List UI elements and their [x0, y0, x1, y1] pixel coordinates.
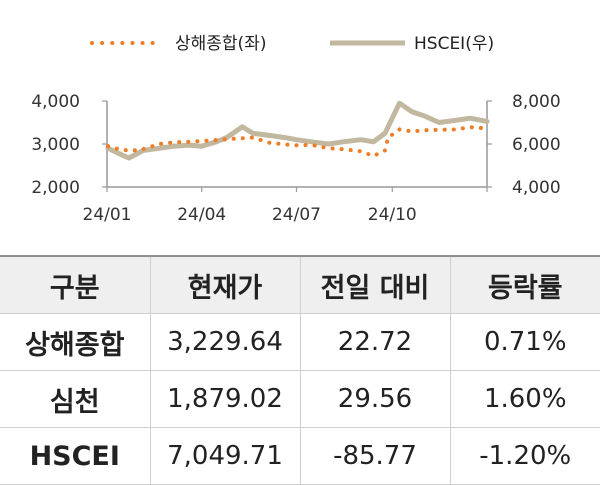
- legend-label-hscei: HSCEI(우): [414, 34, 494, 54]
- left-y-tick-label: 4,000: [31, 92, 80, 112]
- x-tick-label: 24/01: [83, 205, 132, 225]
- row-rate: 0.71%: [449, 313, 600, 371]
- row-name: HSCEI: [0, 427, 150, 485]
- index-table-container: 구분 현재가 전일 대비 등락률 상해종합 3,229.64 22.72 0.7…: [0, 255, 600, 485]
- table-header-row: 구분 현재가 전일 대비 등락률: [0, 255, 600, 314]
- x-tick-label: 24/07: [272, 205, 321, 225]
- header-change: 전일 대비: [299, 255, 450, 314]
- row-change: 29.56: [299, 370, 450, 428]
- x-tick-label: 24/10: [368, 205, 417, 225]
- chart-canvas: 4,000 3,000 2,000 8,000 6,000 4,000 24/01 24/04…: [31, 34, 561, 225]
- x-tick-label: 24/04: [177, 205, 226, 225]
- series-line-shanghai: [106, 125, 489, 159]
- row-rate: 1.60%: [449, 370, 600, 428]
- row-name: 상해종합: [0, 313, 150, 371]
- index-chart: 4,000 3,000 2,000 8,000 6,000 4,000 24/01 24/04…: [31, 34, 561, 225]
- header-category: 구분: [0, 255, 150, 314]
- table-row: HSCEI 7,049.71 -85.77 -1.20%: [0, 427, 600, 485]
- left-y-tick-label: 3,000: [31, 135, 80, 155]
- right-y-tick-label: 6,000: [512, 135, 561, 155]
- left-y-tick-label: 2,000: [31, 178, 80, 198]
- table-row: 심천 1,879.02 29.56 1.60%: [0, 370, 600, 428]
- row-rate: -1.20%: [449, 427, 600, 485]
- index-table: 구분 현재가 전일 대비 등락률 상해종합 3,229.64 22.72 0.7…: [0, 255, 600, 485]
- row-name: 심천: [0, 370, 150, 428]
- legend-label-shanghai: 상해종합(좌): [175, 34, 266, 54]
- header-current-price: 현재가: [149, 255, 300, 314]
- row-price: 7,049.71: [149, 427, 300, 485]
- table-row: 상해종합 3,229.64 22.72 0.71%: [0, 313, 600, 371]
- row-price: 3,229.64: [149, 313, 300, 371]
- right-y-tick-label: 4,000: [512, 178, 561, 198]
- right-y-tick-label: 8,000: [512, 92, 561, 112]
- row-change: 22.72: [299, 313, 450, 371]
- row-change: -85.77: [299, 427, 450, 485]
- row-price: 1,879.02: [149, 370, 300, 428]
- series-line-hscei: [105, 100, 490, 161]
- header-change-rate: 등락률: [449, 255, 600, 314]
